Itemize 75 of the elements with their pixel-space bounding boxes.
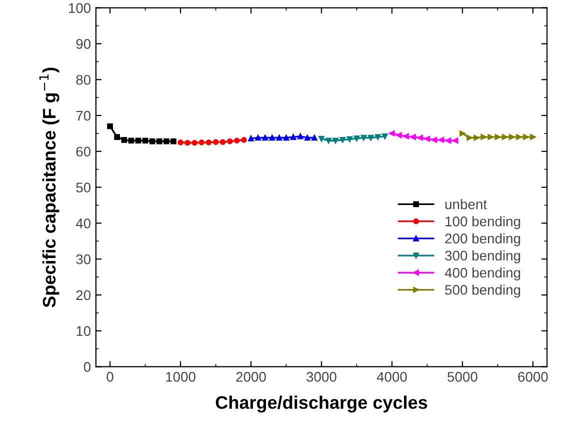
y-tick-label: 10 <box>76 326 91 336</box>
y-tick-label: 50 <box>76 182 91 192</box>
point <box>107 123 113 130</box>
point <box>297 133 304 140</box>
point <box>360 134 367 141</box>
point <box>346 136 353 142</box>
point <box>438 136 444 143</box>
point <box>262 134 268 141</box>
y-tick-label: 80 <box>76 74 91 85</box>
point <box>192 140 198 146</box>
point <box>480 134 486 140</box>
point <box>368 134 374 141</box>
y-tick-label: 70 <box>76 110 91 121</box>
point <box>198 139 205 146</box>
y-axis-title: Specific capacitance (F g$^{−1}$) <box>39 68 60 308</box>
legend-label: 400 bending <box>444 267 520 280</box>
point <box>417 134 424 141</box>
point <box>522 134 529 140</box>
x-tick-label: 1000 <box>166 372 196 382</box>
legend-label: unbent <box>445 199 487 210</box>
point <box>212 139 219 145</box>
x-tick-label: 5000 <box>448 372 478 382</box>
point <box>206 139 212 146</box>
point <box>149 138 156 144</box>
point <box>283 134 290 141</box>
x-tick-label: 6000 <box>518 372 548 382</box>
point <box>304 134 310 141</box>
point <box>226 138 233 144</box>
legend-label: 100 bending <box>446 216 520 230</box>
point <box>502 134 508 140</box>
point <box>474 134 480 141</box>
point <box>508 134 515 140</box>
point <box>135 138 142 144</box>
point <box>516 134 522 140</box>
y-tick-label: 20 <box>76 290 91 300</box>
point <box>142 138 148 144</box>
point <box>184 140 190 146</box>
point <box>431 136 438 143</box>
point <box>269 134 276 141</box>
point <box>332 138 338 144</box>
x-tick-label: 4000 <box>376 372 407 382</box>
y-tick-label: 90 <box>76 39 91 49</box>
x-tick-label: 2000 <box>236 372 266 382</box>
point <box>424 136 430 142</box>
point <box>128 138 134 144</box>
x-tick-label: 3000 <box>306 372 336 382</box>
point <box>494 134 501 140</box>
x-tick-label: 0 <box>106 372 114 382</box>
y-tick-label: 0 <box>84 362 91 372</box>
point <box>488 134 494 140</box>
point <box>241 136 247 143</box>
point <box>445 138 452 144</box>
point <box>114 134 120 140</box>
point <box>121 136 128 143</box>
point <box>255 134 261 141</box>
point <box>466 134 472 141</box>
point <box>163 138 170 144</box>
point <box>312 134 318 141</box>
point <box>178 139 184 146</box>
legend-label: 200 bending <box>445 233 520 246</box>
point <box>220 139 226 145</box>
point <box>156 138 162 144</box>
y-tick-label: 100 <box>68 3 91 13</box>
y-tick-label: 60 <box>76 146 91 157</box>
y-tick-label: 40 <box>76 218 91 228</box>
point <box>410 134 416 140</box>
legend-label: 300 bending <box>445 250 520 264</box>
point <box>234 138 240 144</box>
y-tick-label: 30 <box>76 254 91 264</box>
point <box>170 138 176 144</box>
point <box>326 138 332 144</box>
point <box>276 134 282 141</box>
x-axis-title: Charge/discharge cycles <box>216 396 428 413</box>
legend-label: 500 bending <box>445 284 520 298</box>
point <box>403 133 409 140</box>
